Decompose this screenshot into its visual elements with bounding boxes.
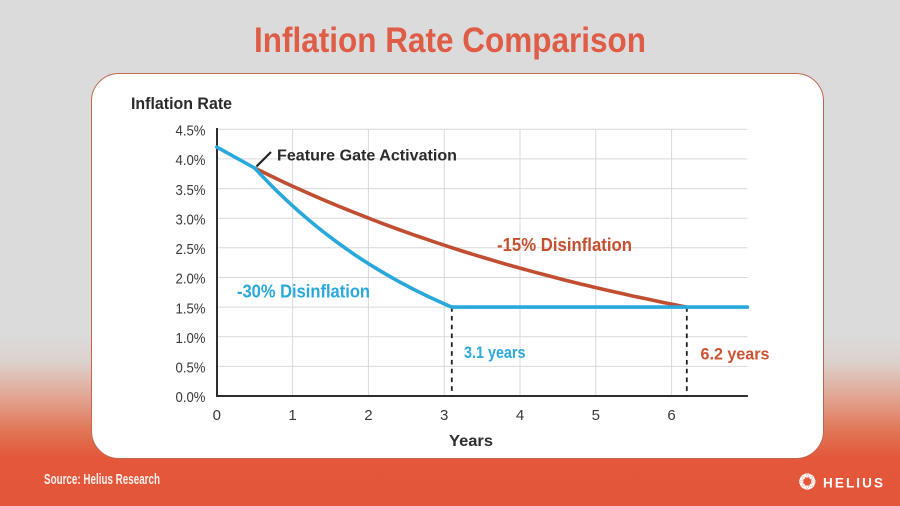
svg-text:5: 5 [592, 407, 600, 424]
svg-text:2: 2 [364, 407, 372, 424]
svg-text:2.5%: 2.5% [176, 241, 206, 258]
svg-text:0.0%: 0.0% [176, 389, 206, 406]
svg-text:Source: Helius Research: Source: Helius Research [44, 472, 160, 488]
svg-text:Feature Gate Activation: Feature Gate Activation [277, 148, 457, 165]
svg-text:3: 3 [440, 407, 448, 424]
svg-text:1.0%: 1.0% [176, 330, 206, 347]
svg-text:0: 0 [213, 407, 221, 424]
svg-text:Years: Years [449, 433, 493, 450]
svg-text:1.5%: 1.5% [176, 300, 206, 317]
svg-text:-30% Disinflation: -30% Disinflation [237, 282, 370, 302]
svg-text:HELIUS: HELIUS [823, 476, 883, 491]
svg-text:2.0%: 2.0% [176, 271, 206, 288]
svg-text:6.2 years: 6.2 years [701, 346, 770, 364]
svg-text:3.0%: 3.0% [176, 211, 206, 228]
svg-text:0.5%: 0.5% [176, 360, 206, 377]
svg-text:Inflation Rate: Inflation Rate [131, 94, 232, 113]
svg-text:1: 1 [288, 407, 296, 424]
svg-text:4: 4 [516, 407, 524, 424]
svg-text:6: 6 [667, 407, 675, 424]
svg-text:3.5%: 3.5% [176, 182, 206, 199]
svg-text:Inflation Rate Comparison: Inflation Rate Comparison [254, 21, 646, 60]
svg-text:3.1 years: 3.1 years [464, 344, 526, 362]
svg-text:4.0%: 4.0% [176, 152, 206, 169]
svg-text:4.5%: 4.5% [176, 123, 206, 140]
svg-text:-15% Disinflation: -15% Disinflation [497, 235, 632, 255]
